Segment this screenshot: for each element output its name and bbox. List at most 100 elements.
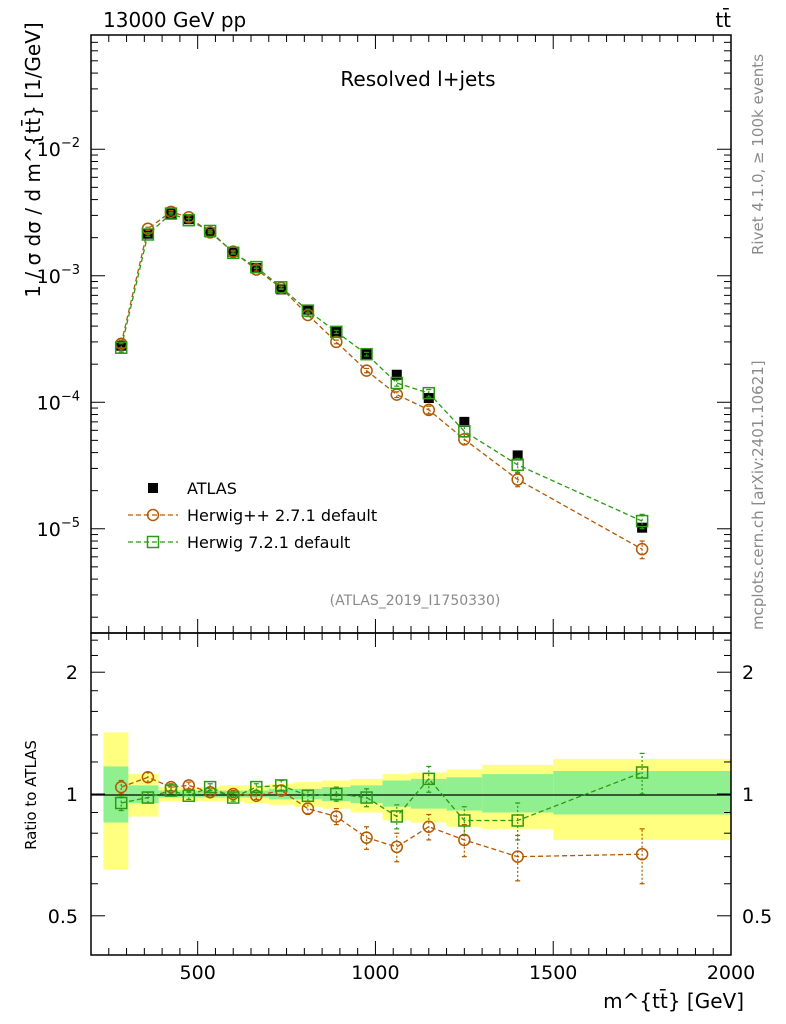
main-y-tick-label: 10−5 <box>37 516 80 541</box>
legend-marker-herwig-7-2-1-default <box>146 535 160 549</box>
herwig-7-2-1-default-point <box>360 347 373 361</box>
herwig-2-7-1-default-ratio-point <box>360 831 373 844</box>
ratio-plot-frame <box>90 632 732 956</box>
atlas-point <box>459 416 470 427</box>
herwig-7-2-1-default-point <box>635 514 649 528</box>
herwig-7-2-1-default-point <box>458 425 471 438</box>
stat-uncertainty-band <box>382 780 411 807</box>
herwig-7-2-1-default-point <box>141 228 155 241</box>
herwig-7-2-1-default-ratio-point <box>226 791 240 804</box>
mcplots-source-label: mcplots.cern.ch [arXiv:2401.10621] <box>749 360 767 630</box>
main-y-tick-labels: 10−5 10−4 10−3 10−2 <box>37 136 80 541</box>
herwig-2-7-1-default-point <box>458 433 471 446</box>
x-tick-label: 1500 <box>529 962 577 984</box>
legend-label-herwig-7-2-1-default: Herwig 7.2.1 default <box>187 533 350 552</box>
herwig-2-7-1-default-point <box>635 542 649 556</box>
main-title: Resolved l+jets <box>340 67 495 91</box>
legend: ATLAS Herwig++ 2.7.1 default Herwig 7.2.1 … <box>128 479 377 552</box>
herwig-2-7-1-default-ratio-point <box>301 802 315 815</box>
stat-uncertainty-band <box>293 788 323 800</box>
main-y-tick-label: 10−4 <box>37 389 80 414</box>
herwig-7-2-1-default-ratio-point <box>330 787 343 801</box>
herwig-7-2-1-default-point <box>511 458 524 472</box>
herwig-2-7-1-default-line <box>120 211 643 550</box>
herwig-7-2-1-default-ratio-point <box>422 772 436 786</box>
herwig-2-7-1-default-point <box>390 388 404 401</box>
herwig-2-7-1-default-point <box>330 335 343 349</box>
herwig-7-2-1-default-point <box>330 325 343 339</box>
herwig-2-7-1-default-ratio-point <box>422 820 436 833</box>
herwig-7-2-1-default-ratio-point <box>250 780 263 794</box>
ratio-y-tick-label-left: 0.5 <box>48 906 78 928</box>
herwig-7-2-1-default-point <box>203 224 217 238</box>
herwig-7-2-1-default-ratio-point <box>182 789 196 803</box>
herwig-2-7-1-default-point <box>360 364 373 377</box>
ratio-y-tick-label-right: 1 <box>742 784 754 806</box>
stat-uncertainty-band <box>197 790 219 798</box>
herwig-7-2-1-default-point <box>301 304 315 317</box>
herwig-7-2-1-default-ratio-point <box>635 766 649 779</box>
ratio-y-axis-label: Ratio to ATLAS <box>22 740 40 850</box>
herwig-7-2-1-default-point <box>182 213 196 227</box>
herwig-7-2-1-default-point <box>226 246 240 260</box>
x-tick-labels: 500 1000 1500 2000 <box>180 962 756 984</box>
herwig-7-2-1-default-ratio-point <box>360 791 373 804</box>
main-y-tick-label: 10−3 <box>37 263 80 288</box>
herwig-7-2-1-default-ratio-point <box>511 814 524 827</box>
main-y-tick-label: 10−2 <box>37 136 80 161</box>
ratio-uncertainty-bands <box>103 732 731 870</box>
x-tick-label: 2000 <box>707 962 755 984</box>
legend-label-herwig-2-7-1-default: Herwig++ 2.7.1 default <box>187 506 377 525</box>
herwig-7-2-1-default-point <box>164 207 178 220</box>
herwig-7-2-1-default-point <box>250 260 263 274</box>
analysis-id: (ATLAS_2019_I1750330) <box>330 593 501 609</box>
herwig-7-2-1-default-ratio-point <box>203 780 217 794</box>
atlas-point <box>512 450 523 461</box>
herwig-2-7-1-default-ratio-line <box>120 776 643 858</box>
stat-uncertainty-band <box>128 785 159 804</box>
process-label: tt̄ <box>715 7 731 32</box>
herwig-7-2-1-default-ratio-point <box>274 779 288 792</box>
ratio-panel: Ratio to ATLAS m^{tt̄} [GeV] 0.5 0.51 12 2 … <box>22 632 772 1013</box>
main-series <box>114 205 649 560</box>
stat-uncertainty-band <box>446 777 483 811</box>
rivet-version-label: Rivet 4.1.0, ≥ 100k events <box>749 54 767 255</box>
legend-marker-atlas <box>148 483 158 493</box>
herwig-7-2-1-default-ratio-point <box>164 784 178 797</box>
main-y-axis-label: 1 / σ dσ / d m^{tt̄} [1/GeV] <box>20 22 45 297</box>
ratio-y-tick-labels: 0.5 0.5 1 1 2 2 <box>48 662 772 928</box>
x-tick-label: 1000 <box>351 962 399 984</box>
herwig-7-2-1-default-point <box>390 376 404 390</box>
herwig-2-7-1-default-ratio-point <box>114 780 128 794</box>
ratio-y-tick-label-right: 0.5 <box>742 906 772 928</box>
herwig-7-2-1-default-point <box>274 281 288 294</box>
herwig-2-7-1-default-ratio-point <box>390 840 404 854</box>
ratio-y-tick-label-left: 2 <box>66 662 78 684</box>
herwig-7-2-1-default-ratio-line <box>121 771 643 822</box>
herwig-7-2-1-default-ratio-point <box>458 814 471 827</box>
herwig-7-2-1-default-ratio-point <box>390 810 404 823</box>
herwig-7-2-1-default-point <box>114 341 128 354</box>
herwig-2-7-1-default-ratio-point <box>511 850 524 863</box>
legend-marker-herwig-2-7-1-default <box>146 508 160 522</box>
ratio-y-tick-label-left: 1 <box>66 784 78 806</box>
x-tick-label: 500 <box>180 962 216 984</box>
legend-label-atlas: ATLAS <box>187 479 237 498</box>
ratio-y-tick-label-right: 2 <box>742 662 754 684</box>
herwig-2-7-1-default-ratio-point <box>141 771 155 784</box>
collision-label: 13000 GeV pp <box>103 8 246 32</box>
ratio-series <box>114 752 649 885</box>
herwig-7-2-1-default-line <box>120 212 643 522</box>
herwig-2-7-1-default-point <box>511 473 524 486</box>
atlas-point <box>391 369 402 380</box>
x-axis-label: m^{tt̄} [GeV] <box>603 988 744 1013</box>
herwig-2-7-1-default-ratio-point <box>330 810 343 823</box>
herwig-7-2-1-default-point <box>422 386 436 400</box>
herwig-2-7-1-default-point <box>422 403 436 417</box>
main-panel: Resolved l+jets (ATLAS_2019_I1750330) 1 … <box>20 22 732 634</box>
herwig-7-2-1-default-ratio-point <box>141 791 155 804</box>
herwig-7-2-1-default-ratio-point <box>301 789 315 803</box>
main-axis-ticks <box>90 34 732 633</box>
herwig-2-7-1-default-ratio-point <box>635 847 649 861</box>
